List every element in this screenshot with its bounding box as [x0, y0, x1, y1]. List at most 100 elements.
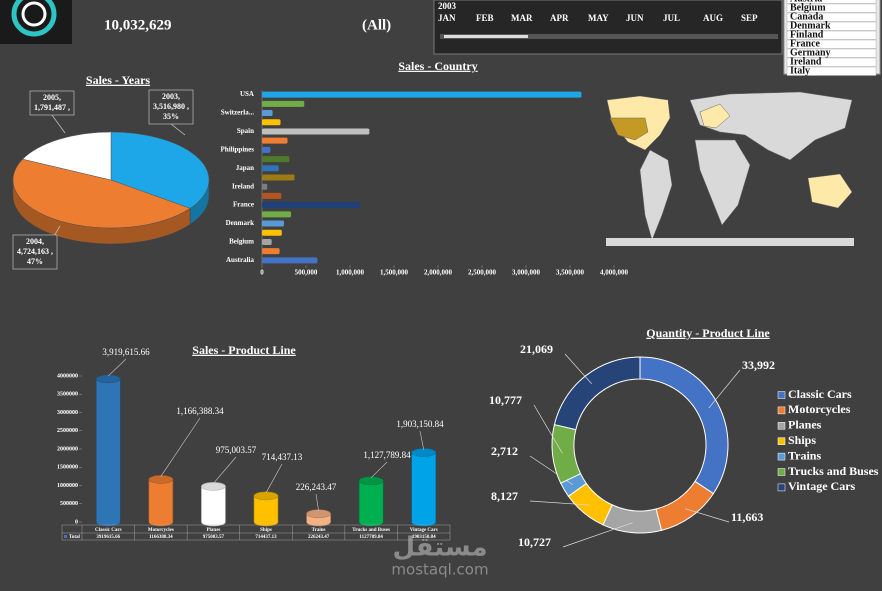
- timeline-scroll-thumb[interactable]: [444, 35, 528, 38]
- slicer-item[interactable]: [786, 30, 877, 40]
- y-tick-label: Spain: [237, 127, 254, 135]
- slicer-item[interactable]: [786, 66, 877, 76]
- y-tick-label: 2500000: [57, 428, 78, 434]
- x-tick-label: 4,000,000: [600, 269, 629, 277]
- bar: [262, 174, 295, 181]
- x-tick-label: 1,000,000: [336, 269, 365, 277]
- bar: [262, 183, 268, 190]
- slicer-item[interactable]: [786, 21, 877, 31]
- legend-label: Ships: [788, 433, 816, 447]
- table-value: 1903150.84: [412, 535, 436, 540]
- pie-slice: [110, 131, 210, 209]
- timeline-month[interactable]: MAR: [511, 13, 533, 23]
- slicer-item-label[interactable]: France: [790, 38, 821, 49]
- y-tick-label: Switzerla...: [221, 109, 254, 117]
- slicer-item[interactable]: [786, 48, 877, 58]
- data-label: 714,437.13: [262, 452, 303, 462]
- donut-slice: [553, 356, 641, 431]
- y-tick-label: 1500000: [57, 465, 78, 471]
- pie-slice: [22, 131, 112, 181]
- slicer-item-label[interactable]: Austria: [790, 0, 822, 4]
- leader-line: [213, 456, 237, 484]
- data-label: 10,727: [518, 535, 551, 549]
- y-tick-label: 500000: [60, 501, 78, 507]
- leader-line: [564, 353, 592, 385]
- data-label: 8,127: [491, 489, 518, 503]
- cylinder-top: [253, 491, 279, 501]
- slicer-item-label[interactable]: Canada: [790, 11, 823, 22]
- slicer-item-label[interactable]: Belgium: [790, 2, 826, 13]
- leader-line: [529, 500, 591, 506]
- x-tick-label: 0: [260, 269, 264, 277]
- x-tick-label: 500,000: [295, 269, 318, 277]
- timeline[interactable]: [433, 0, 783, 55]
- cylinder-top: [306, 509, 331, 519]
- y-tick-label: Philippines: [221, 145, 255, 153]
- leader-line: [533, 404, 563, 454]
- table-category: Ships: [260, 528, 272, 533]
- map-land: [606, 238, 854, 246]
- bar: [262, 119, 281, 126]
- x-tick-label: 2,000,000: [424, 269, 453, 277]
- table-value: 1166388.34: [149, 535, 173, 540]
- total-sales: 10,032,629: [104, 17, 172, 33]
- data-label: 2,712: [491, 444, 518, 458]
- slicer-item-label[interactable]: Italy: [790, 65, 810, 76]
- map-land: [639, 149, 673, 241]
- data-label: 1,127,789.84: [363, 450, 411, 460]
- timeline-month[interactable]: APR: [550, 13, 569, 23]
- map-land: [609, 117, 649, 141]
- bar: [262, 100, 305, 107]
- cylinder-top: [358, 476, 384, 486]
- data-label: 10,777: [489, 393, 522, 407]
- table-category: Trains: [312, 528, 326, 533]
- legend-swatch: [777, 406, 786, 415]
- cylinder-top: [148, 475, 174, 484]
- y-tick-label: Denmark: [226, 219, 254, 227]
- bar: [262, 128, 370, 135]
- timeline-month[interactable]: SEP: [741, 13, 758, 23]
- leader-line: [160, 417, 201, 477]
- cylinder-body: [95, 378, 121, 527]
- slicer-item-label[interactable]: Denmark: [790, 20, 831, 31]
- leader-line: [370, 461, 388, 479]
- map-land: [694, 139, 751, 226]
- timeline-month[interactable]: AUG: [703, 13, 723, 23]
- map-land: [807, 173, 853, 209]
- table-value: 1127789.84: [359, 535, 383, 540]
- leader-line: [170, 123, 186, 136]
- data-label: 1,791,487 ,: [34, 103, 70, 112]
- cylinder-body: [358, 480, 384, 527]
- timeline-month[interactable]: JAN: [438, 13, 456, 23]
- cylinder-top: [95, 374, 121, 384]
- slicer-item-label[interactable]: Finland: [790, 29, 824, 40]
- slicer-item[interactable]: [786, 57, 877, 67]
- bar: [262, 257, 318, 264]
- bar: [262, 202, 360, 209]
- data-label: 226,243.47: [296, 482, 337, 492]
- slicer-item[interactable]: [786, 39, 877, 49]
- y-tick-label: Japan: [236, 164, 254, 172]
- x-tick-label: 2,500,000: [468, 269, 497, 277]
- data-label: 21,069: [520, 342, 553, 356]
- timeline-month[interactable]: JUL: [663, 13, 680, 23]
- data-label: 47%: [27, 257, 43, 266]
- timeline-month[interactable]: JUN: [626, 13, 644, 23]
- slicer-item-label[interactable]: Germany: [790, 47, 831, 58]
- timeline-month[interactable]: MAY: [588, 13, 609, 23]
- slicer-item-label[interactable]: Ireland: [790, 56, 822, 67]
- timeline-month[interactable]: FEB: [476, 13, 494, 23]
- bar: [262, 110, 273, 117]
- filter-value[interactable]: (All): [362, 17, 391, 33]
- slicer-item[interactable]: [786, 12, 877, 22]
- slicer-item[interactable]: [786, 3, 877, 13]
- y-tick-label: 4000000: [57, 373, 78, 379]
- data-label: 2005,: [43, 93, 61, 102]
- legend-swatch: [777, 468, 786, 476]
- cylinder-top: [201, 482, 226, 491]
- cylinder-body: [253, 495, 279, 527]
- timeline-scrollbar[interactable]: [440, 34, 778, 39]
- slicer-item[interactable]: [786, 0, 877, 4]
- y-tick-label: 3000000: [57, 410, 78, 416]
- y-tick-label: USA: [240, 90, 254, 98]
